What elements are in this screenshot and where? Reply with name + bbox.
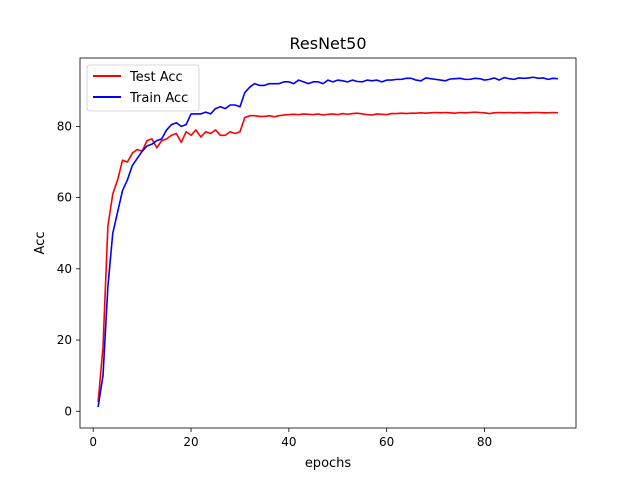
y-tick-label: 0 — [64, 404, 72, 418]
legend: Test Acc Train Acc — [86, 64, 200, 112]
y-axis-label: Acc — [33, 232, 48, 255]
legend-label-train-acc: Train Acc — [129, 91, 188, 106]
y-tick-label: 60 — [57, 191, 72, 205]
y-tick-label: 80 — [57, 119, 72, 133]
y-axis-ticks: 0 20 40 60 80 — [57, 119, 80, 418]
x-axis-label: epochs — [305, 456, 352, 471]
x-tick-label: 60 — [379, 435, 394, 449]
x-tick-label: 80 — [477, 435, 492, 449]
chart-title: ResNet50 — [289, 34, 366, 53]
series-line-train-acc — [97, 76, 558, 408]
x-tick-label: 20 — [183, 435, 198, 449]
y-tick-label: 40 — [57, 262, 72, 276]
x-tick-label: 40 — [281, 435, 296, 449]
axes-frame — [79, 57, 577, 429]
legend-label-test-acc: Test Acc — [129, 70, 183, 85]
plot-lines — [97, 76, 558, 408]
x-axis-ticks: 0 20 40 60 80 — [89, 428, 492, 449]
x-tick-label: 0 — [89, 435, 97, 449]
series-line-test-acc — [97, 111, 558, 403]
y-tick-label: 20 — [57, 333, 72, 347]
